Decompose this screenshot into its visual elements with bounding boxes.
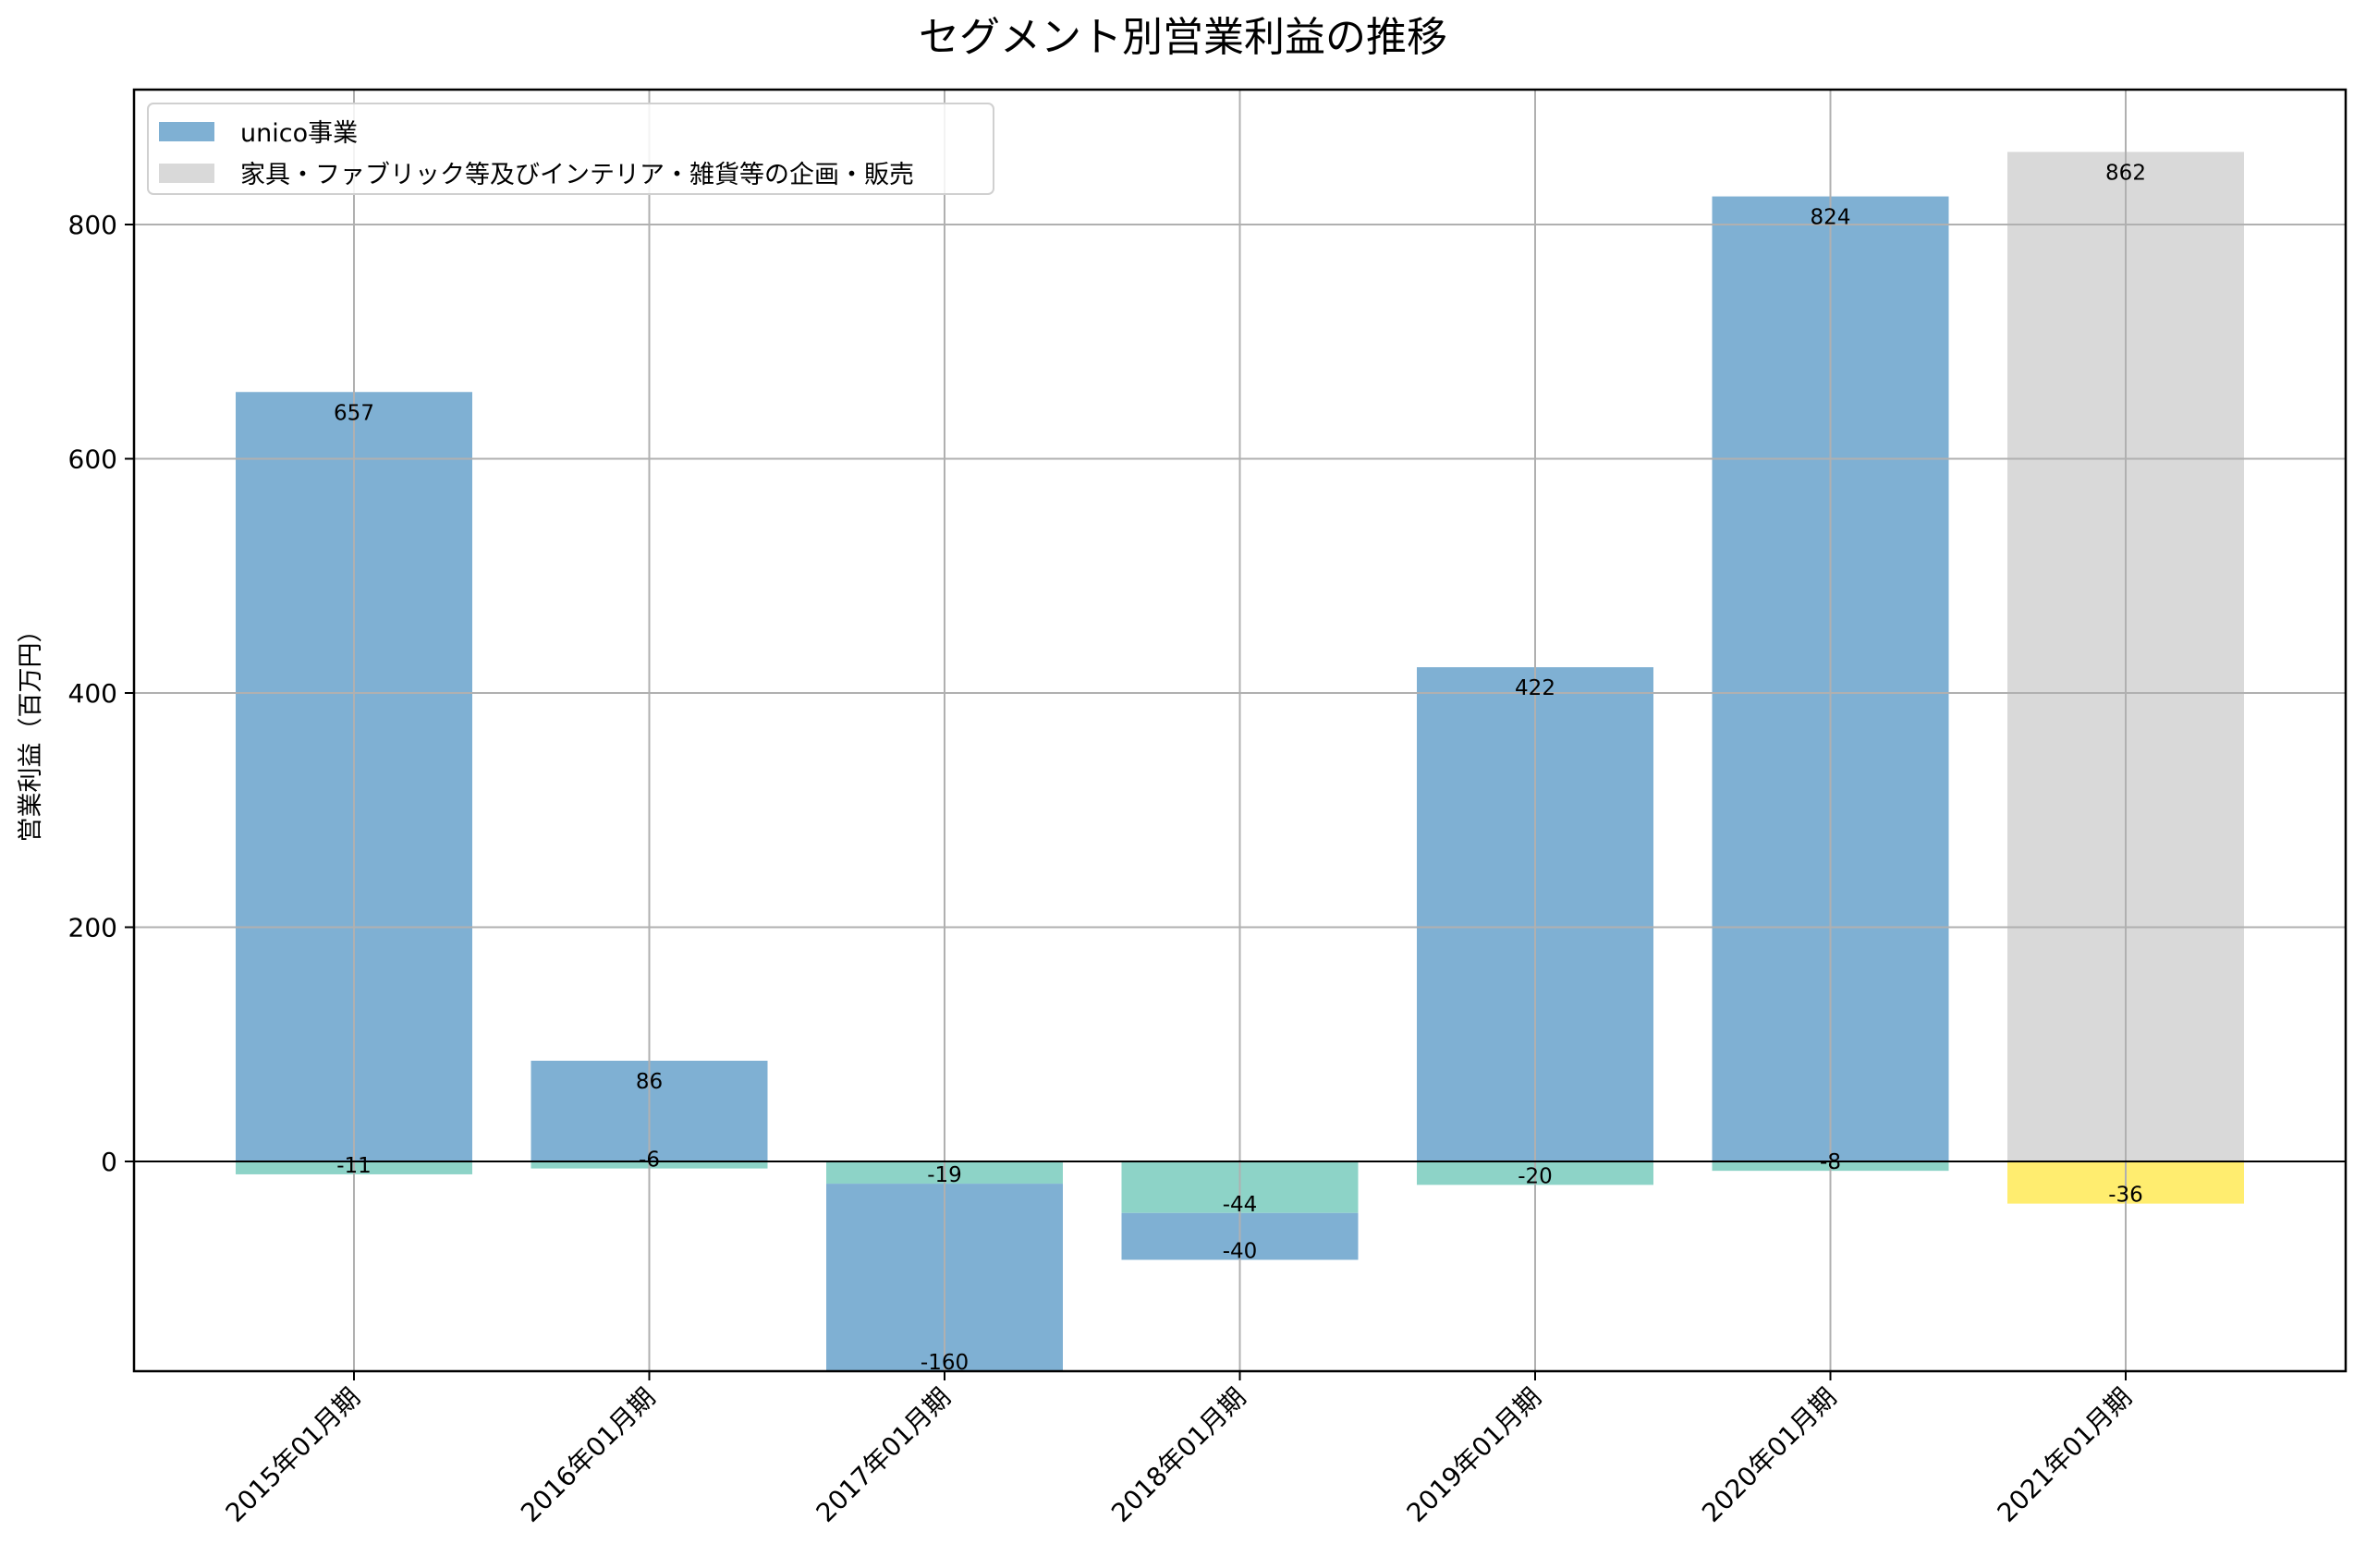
bar-value-label: -19: [927, 1163, 962, 1187]
bar-value-label: -36: [2108, 1184, 2143, 1208]
y-tick-label: 800: [68, 210, 117, 240]
x-tick-label: 2021年01月期: [1992, 1382, 2138, 1528]
legend-label: 家具・ファブリック等及びインテリア・雑貨等の企画・販売: [240, 161, 914, 189]
y-tick-label: 0: [101, 1147, 117, 1177]
legend-swatch: [159, 122, 214, 141]
bar-value-label: -44: [1223, 1193, 1258, 1217]
bar-value-label: -6: [639, 1149, 660, 1173]
x-tick-label: 2019年01月期: [1401, 1382, 1547, 1528]
y-tick-label: 600: [68, 444, 117, 475]
bar-value-label: 862: [2105, 161, 2146, 185]
y-tick-label: 400: [68, 678, 117, 709]
bar-value-label: 657: [334, 401, 374, 425]
y-tick-label: 200: [68, 913, 117, 943]
legend-swatch: [159, 164, 214, 183]
bar-value-label: -40: [1223, 1239, 1258, 1263]
gridlines: [134, 90, 2346, 1371]
x-tick-label: 2018年01月期: [1105, 1382, 1251, 1528]
x-tick-label: 2015年01月期: [220, 1382, 366, 1528]
bar-value-label: 824: [1811, 206, 1851, 230]
legend-box: [147, 103, 994, 195]
legend-label: unico事業: [240, 119, 358, 148]
y-axis-label: 営業利益（百万円）: [17, 618, 45, 843]
x-tick-label: 2020年01月期: [1696, 1382, 1842, 1528]
x-tick-label: 2016年01月期: [515, 1382, 661, 1528]
bar-value-label: -20: [1518, 1164, 1553, 1188]
bar-value-label: -8: [1820, 1150, 1841, 1174]
x-tick-label: 2017年01月期: [811, 1382, 957, 1528]
bar-value-label: 86: [636, 1070, 663, 1094]
bar-value-label: -11: [336, 1154, 372, 1178]
chart-title: セグメント別営業利益の推移: [919, 14, 1447, 61]
bar-value-label: 422: [1515, 676, 1555, 700]
